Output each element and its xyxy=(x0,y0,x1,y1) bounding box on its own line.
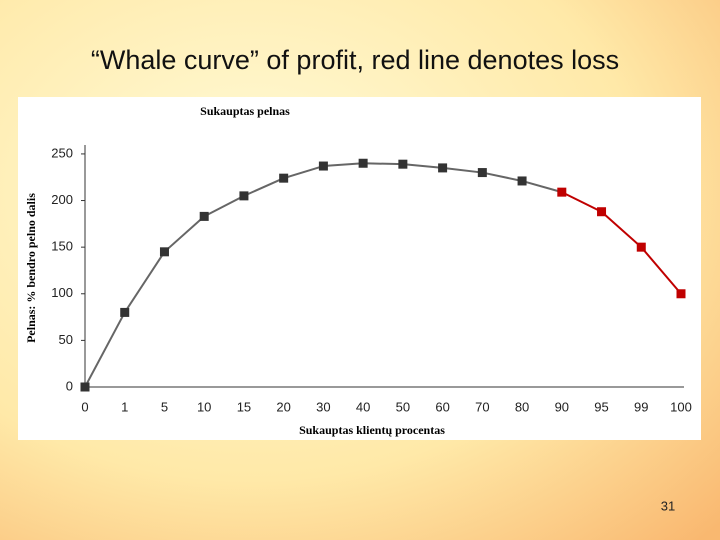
x-axis-label: Sukauptas klientų procentas xyxy=(299,423,445,437)
line-segment xyxy=(123,251,166,313)
x-tick-label: 10 xyxy=(197,399,211,414)
line-segment xyxy=(323,162,364,168)
y-axis-label: Pelnas: % bendro pelno dalis xyxy=(24,193,38,343)
line-segment xyxy=(402,163,443,169)
x-tick-label: 15 xyxy=(237,399,251,414)
point-marker xyxy=(636,242,646,252)
x-tick-label: 100 xyxy=(670,399,692,414)
chart-title: Sukauptas pelnas xyxy=(200,104,290,118)
x-tick-label: 60 xyxy=(435,399,449,414)
x-tick-label: 30 xyxy=(316,399,330,414)
point-marker xyxy=(358,158,368,168)
chart-area xyxy=(18,97,701,440)
point-marker xyxy=(597,207,607,217)
x-tick-label: 50 xyxy=(396,399,410,414)
point-marker xyxy=(199,211,209,221)
line-segment xyxy=(442,166,483,174)
x-tick-label: 99 xyxy=(634,399,648,414)
line-segment xyxy=(521,179,563,194)
x-tick-label: 1 xyxy=(121,399,128,414)
slide-title: “Whale curve” of profit, red line denote… xyxy=(91,45,619,75)
x-tick-label: 5 xyxy=(161,399,168,414)
line-segment xyxy=(482,171,523,182)
line-segment xyxy=(600,210,642,248)
y-tick-label: 100 xyxy=(51,285,73,300)
point-marker xyxy=(279,173,289,183)
y-tick-label: 250 xyxy=(51,145,73,160)
point-marker xyxy=(318,161,328,171)
point-marker xyxy=(517,176,527,186)
point-marker xyxy=(438,163,448,173)
y-tick-label: 0 xyxy=(66,378,73,393)
line-segment xyxy=(203,194,245,218)
y-tick-label: 150 xyxy=(51,239,73,254)
point-marker xyxy=(477,168,487,178)
line-segment xyxy=(640,246,682,295)
line-segment xyxy=(84,311,126,388)
point-marker xyxy=(398,159,408,169)
x-tick-label: 20 xyxy=(276,399,290,414)
y-tick-label: 200 xyxy=(51,192,73,207)
page-number: 31 xyxy=(661,498,675,513)
line-segment xyxy=(163,215,205,253)
point-marker xyxy=(120,307,130,317)
y-tick-label: 50 xyxy=(59,332,73,347)
x-tick-label: 40 xyxy=(356,399,370,414)
x-tick-label: 70 xyxy=(475,399,489,414)
x-tick-label: 90 xyxy=(555,399,569,414)
x-tick-label: 80 xyxy=(515,399,529,414)
line-segment xyxy=(243,177,285,197)
point-marker xyxy=(159,247,169,257)
x-tick-label: 0 xyxy=(81,399,88,414)
line-segment xyxy=(363,162,403,166)
line-segment xyxy=(561,191,602,213)
point-marker xyxy=(239,191,249,201)
point-marker xyxy=(676,289,686,299)
x-tick-label: 95 xyxy=(594,399,608,414)
point-marker xyxy=(557,187,567,197)
point-marker xyxy=(80,382,90,392)
line-segment xyxy=(283,165,324,180)
